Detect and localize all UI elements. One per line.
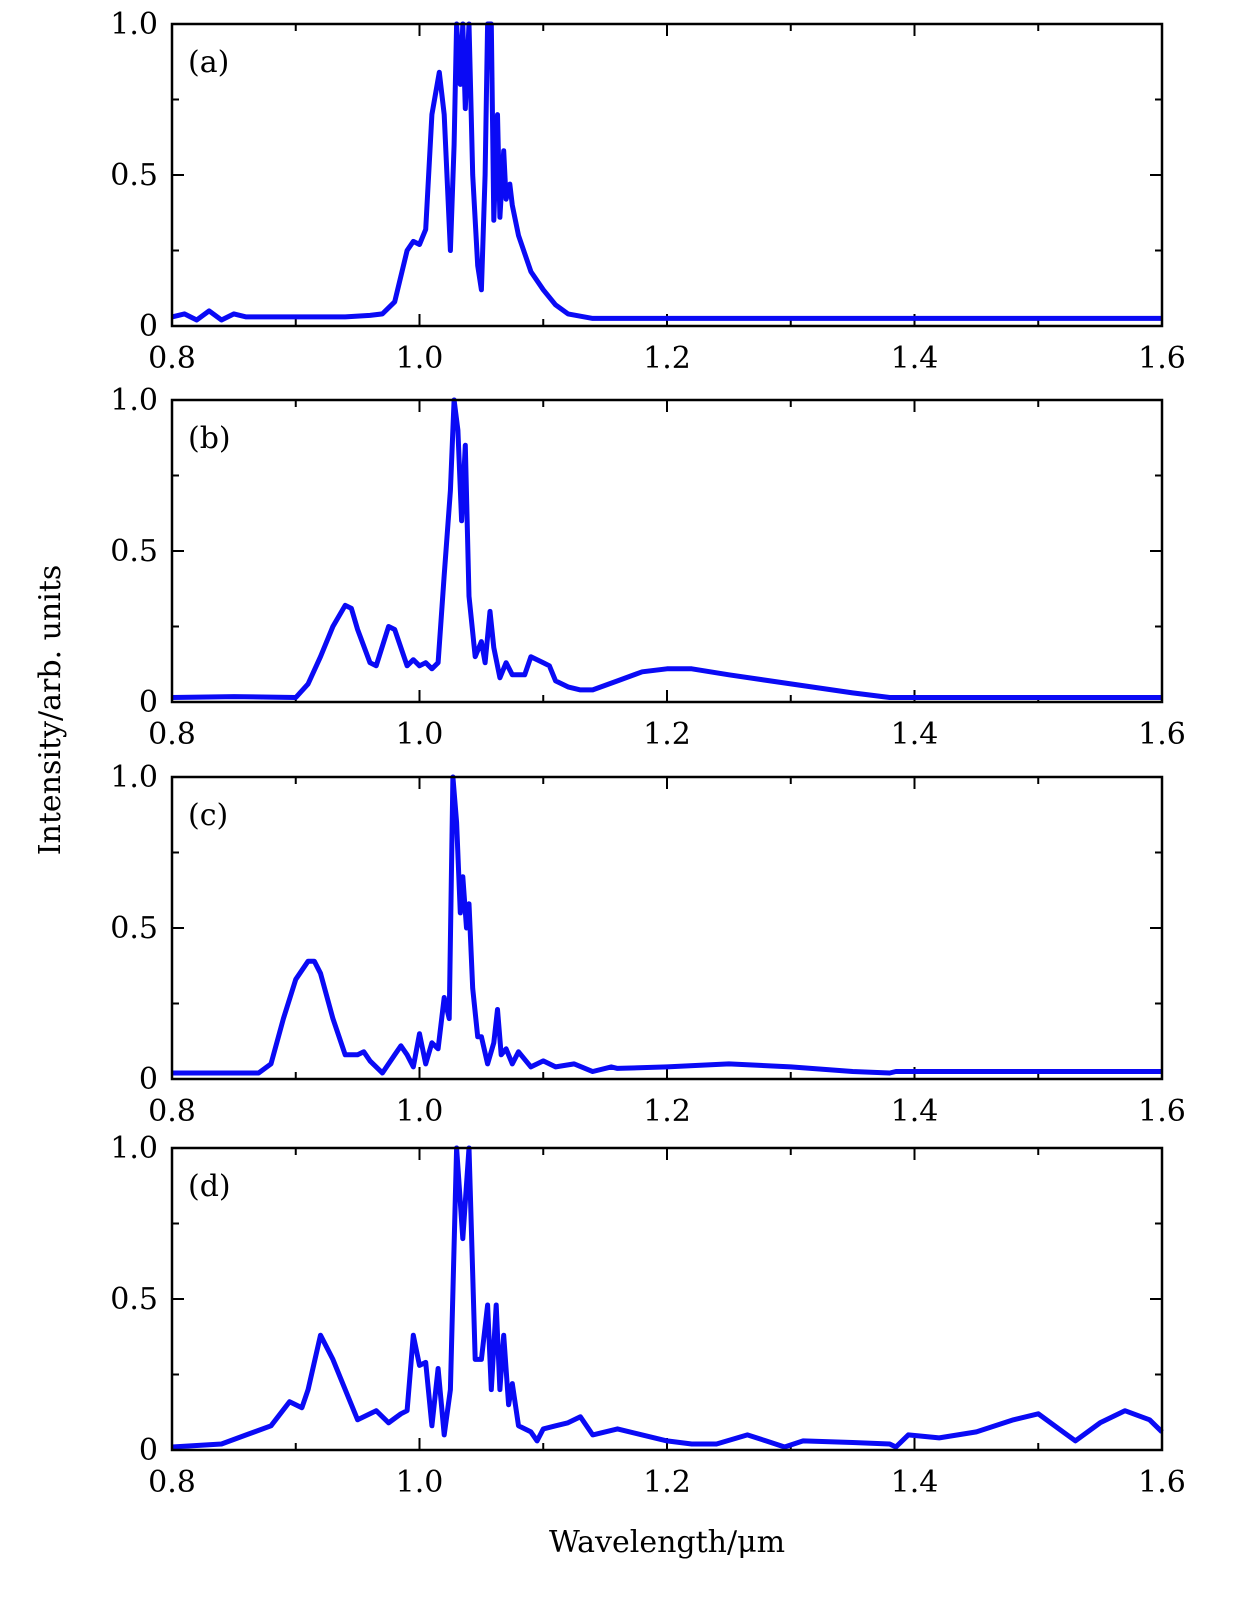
x-tick-label: 1.6	[1138, 1094, 1186, 1129]
x-tick-label: 1.0	[396, 1465, 444, 1500]
y-tick-label: 0.5	[110, 158, 158, 193]
y-tick-label: 0.5	[110, 534, 158, 569]
x-tick-label: 0.8	[148, 1094, 196, 1129]
panel-label: (c)	[188, 798, 228, 833]
plot-frame	[170, 775, 1164, 1081]
panel-b: 0.8 1.0 1.2 1.4 1.6 0 0.5 1.0 (b)	[110, 383, 1186, 752]
plot-frame	[170, 398, 1164, 704]
x-tick-label: 1.6	[1138, 341, 1186, 376]
x-tick-label: 1.2	[643, 341, 691, 376]
x-tick-label: 1.4	[891, 717, 939, 752]
panel-label: (b)	[188, 421, 231, 456]
y-tick-label: 1.0	[110, 7, 158, 42]
panel-a: 0.8 1.0 1.2 1.4 1.6 0 0.5 1.0 (a)	[110, 7, 1186, 376]
y-tick-label: 1.0	[110, 760, 158, 795]
x-tick-label: 1.2	[643, 717, 691, 752]
y-tick-label: 1.0	[110, 1131, 158, 1166]
y-tick-label: 0.5	[110, 911, 158, 946]
plot-frame	[170, 22, 1164, 328]
panel-d: 0.8 1.0 1.2 1.4 1.6 0 0.5 1.0 (d)	[110, 1131, 1186, 1500]
y-tick-label: 0	[139, 685, 158, 720]
y-axis-title: Intensity/arb. units	[33, 565, 68, 856]
x-tick-label: 1.4	[891, 341, 939, 376]
x-tick-label: 1.0	[396, 1094, 444, 1129]
spectrum-line	[171, 1145, 1164, 1450]
x-tick-label: 1.2	[643, 1094, 691, 1129]
x-tick-label: 1.0	[396, 341, 444, 376]
y-tick-label: 0	[139, 1433, 158, 1468]
x-tick-label: 0.8	[148, 1465, 196, 1500]
x-axis-title: Wavelength/μm	[549, 1525, 785, 1560]
x-tick-label: 0.8	[148, 717, 196, 752]
x-tick-label: 1.4	[891, 1094, 939, 1129]
y-tick-label: 1.0	[110, 383, 158, 418]
x-tick-label: 1.2	[643, 1465, 691, 1500]
panel-c: 0.8 1.0 1.2 1.4 1.6 0 0.5 1.0 (c)	[110, 760, 1186, 1129]
x-tick-label: 1.6	[1138, 1465, 1186, 1500]
panel-label: (a)	[188, 45, 229, 80]
panel-label: (d)	[188, 1169, 231, 1204]
x-tick-label: 1.6	[1138, 717, 1186, 752]
y-tick-label: 0.5	[110, 1282, 158, 1317]
spectrum-line	[171, 21, 1162, 323]
spectrum-line	[172, 774, 1162, 1076]
spectrum-line	[171, 397, 1162, 700]
x-tick-label: 0.8	[148, 341, 196, 376]
y-tick-label: 0	[139, 309, 158, 344]
y-tick-label: 0	[139, 1062, 158, 1097]
x-tick-label: 1.0	[396, 717, 444, 752]
x-tick-label: 1.4	[891, 1465, 939, 1500]
plot-frame	[170, 1146, 1164, 1452]
